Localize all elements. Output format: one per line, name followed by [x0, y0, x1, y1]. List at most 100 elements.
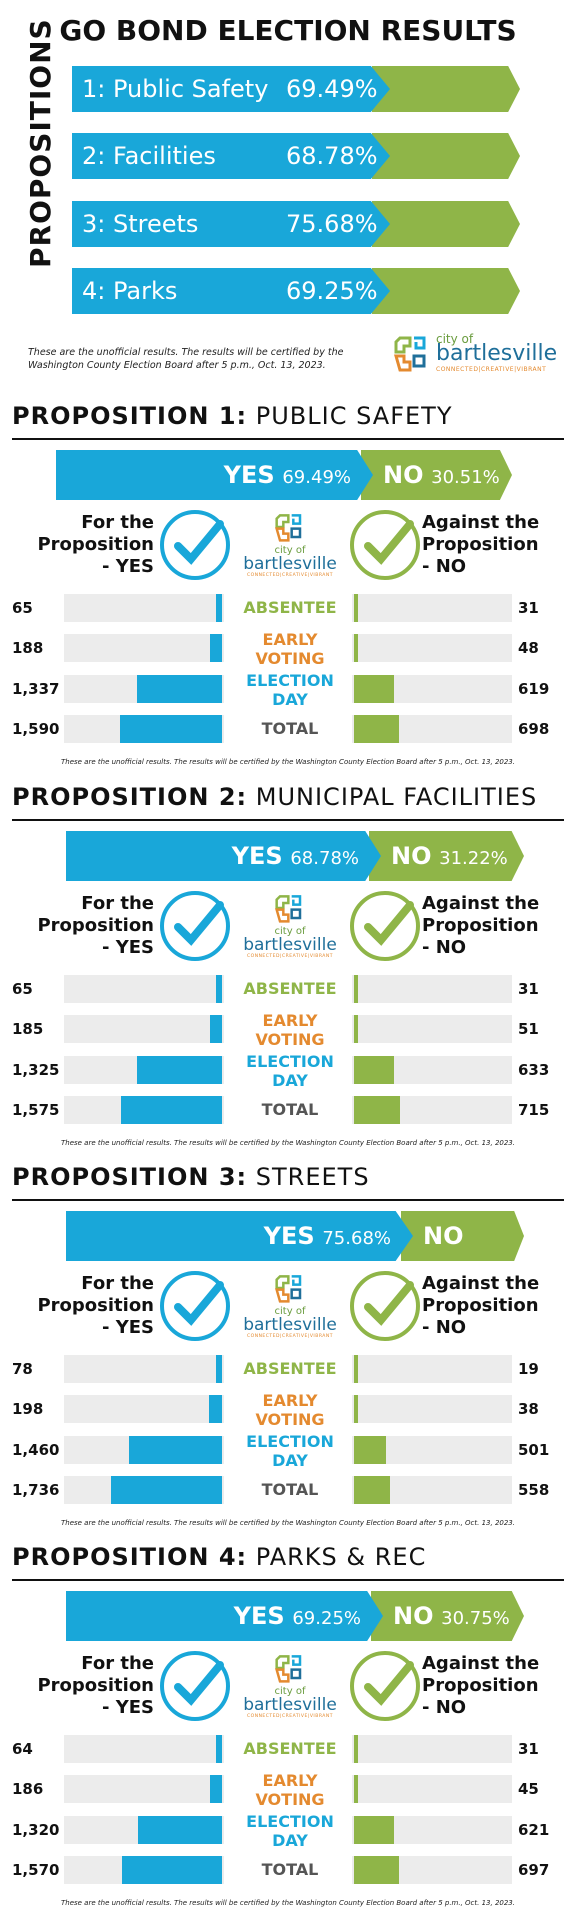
section-logo: city of bartlesville CONNECTED|CREATIVE|VI… [238, 1273, 342, 1339]
category-line: VOTING [255, 1410, 325, 1429]
section-title-rest: PUBLIC SAFETY [247, 402, 453, 430]
section-logo-icon [275, 1275, 302, 1303]
yes-row-bg [64, 634, 224, 662]
no-row-bg [352, 1395, 512, 1423]
no-count: 51 [518, 1020, 539, 1038]
section-logo: city of bartlesville CONNECTED|CREATIVE|VI… [238, 1653, 342, 1719]
section-divider [12, 819, 564, 821]
yes-count: 1,590 [12, 720, 60, 738]
category-label: ELECTION DAY [230, 1052, 350, 1090]
for-line: For the [81, 1273, 154, 1294]
section-title-rest: MUNICIPAL FACILITIES [247, 783, 538, 811]
section-logo: city of bartlesville CONNECTED|CREATIVE|VI… [238, 893, 342, 959]
section-logo-icon [275, 1655, 302, 1683]
yes-count: 64 [12, 1740, 33, 1758]
against-proposition-label: Against the Proposition - NO [422, 893, 562, 959]
no-segment: NO 24.32% [401, 1211, 524, 1261]
category-line: EARLY [262, 630, 318, 649]
for-line: Proposition [37, 1295, 154, 1316]
yes-row-bg [64, 1775, 224, 1803]
yes-count: 65 [12, 599, 33, 617]
no-pct: 30.51% [431, 467, 500, 488]
yes-pct: 68.78% [290, 848, 359, 869]
no-label: NO [383, 461, 424, 489]
yes-no-bar: NO 31.22% YES 68.78% [66, 831, 524, 881]
yes-check-icon [160, 510, 230, 580]
category-line: DAY [272, 1831, 308, 1850]
yes-bar [138, 1816, 222, 1844]
yes-bar [129, 1436, 222, 1464]
for-line: - YES [101, 556, 154, 577]
yes-segment: YES 75.68% [66, 1211, 413, 1261]
against-line: Against the [422, 893, 540, 914]
no-bar [354, 1436, 386, 1464]
yes-count: 1,575 [12, 1101, 60, 1119]
no-count: 31 [518, 1740, 539, 1758]
yes-bar [210, 1775, 222, 1803]
category-label: TOTAL [230, 1860, 350, 1879]
section-divider [12, 1579, 564, 1581]
summary-bar-pct: 68.78% [286, 142, 378, 170]
category-label: ELECTION DAY [230, 1432, 350, 1470]
yes-label: YES [223, 461, 275, 489]
no-row-bg [352, 975, 512, 1003]
no-bar [354, 1355, 358, 1383]
no-count: 715 [518, 1101, 550, 1119]
yes-count: 198 [12, 1400, 44, 1418]
against-line: - NO [422, 1697, 467, 1718]
no-count: 558 [518, 1481, 550, 1499]
summary-bar-pct: 75.68% [286, 210, 378, 238]
no-count: 31 [518, 980, 539, 998]
yes-bar [137, 675, 222, 703]
logo-city-of: city of [436, 332, 474, 346]
against-line: Proposition [422, 915, 539, 936]
section-logo: city of bartlesville CONNECTED|CREATIVE|VI… [238, 512, 342, 578]
no-check-icon [350, 510, 420, 580]
yes-count: 78 [12, 1360, 33, 1378]
yes-check-icon [160, 891, 230, 961]
no-bar [354, 1775, 358, 1803]
no-bar [354, 675, 394, 703]
category-line: TOTAL [261, 1860, 319, 1879]
against-line: Proposition [422, 534, 539, 555]
section-title: PROPOSITION 2: MUNICIPAL FACILITIES [12, 783, 537, 811]
yes-label: YES [233, 1602, 285, 1630]
section-footnote: These are the unofficial results. The re… [60, 758, 515, 766]
yes-bar [121, 1096, 222, 1124]
category-label: TOTAL [230, 1480, 350, 1499]
yes-count: 188 [12, 639, 44, 657]
yes-row-bg [64, 975, 224, 1003]
category-line: ELECTION [246, 1432, 334, 1451]
summary-bar-label: 4: Parks [72, 268, 390, 314]
for-line: Proposition [37, 534, 154, 555]
against-line: Against the [422, 1273, 540, 1294]
section-logo-city-of: city of [274, 1686, 306, 1697]
no-pct: 30.75% [441, 1608, 510, 1629]
against-line: - NO [422, 937, 467, 958]
yes-count: 1,325 [12, 1061, 60, 1079]
section-footnote: These are the unofficial results. The re… [60, 1139, 515, 1147]
section-divider [12, 1199, 564, 1201]
yes-bar [111, 1476, 222, 1504]
section-title: PROPOSITION 1: PUBLIC SAFETY [12, 402, 452, 430]
no-row-bg [352, 594, 512, 622]
section-footnote: These are the unofficial results. The re… [60, 1899, 515, 1907]
yes-pct: 69.49% [282, 467, 351, 488]
logo-name: bartlesville [436, 341, 558, 366]
section-title-bold: PROPOSITION 2: [12, 783, 248, 811]
yes-no-bar: NO 24.32% YES 75.68% [66, 1211, 524, 1261]
against-line: Against the [422, 1653, 540, 1674]
page-title: GO BOND ELECTION RESULTS [59, 14, 517, 47]
section-logo-name: bartlesville [243, 554, 337, 574]
summary-bar-label: 1: Public Safety [72, 66, 390, 112]
against-line: Proposition [422, 1675, 539, 1696]
section-divider [12, 438, 564, 440]
for-line: For the [81, 1653, 154, 1674]
yes-no-bar: NO 30.75% YES 69.25% [66, 1591, 524, 1641]
category-label: EARLY VOTING [230, 1391, 350, 1429]
no-segment: NO 31.22% [369, 831, 524, 881]
yes-segment: YES 69.25% [66, 1591, 383, 1641]
category-label: ABSENTEE [230, 979, 350, 998]
category-line: ELECTION [246, 1052, 334, 1071]
for-line: For the [81, 512, 154, 533]
